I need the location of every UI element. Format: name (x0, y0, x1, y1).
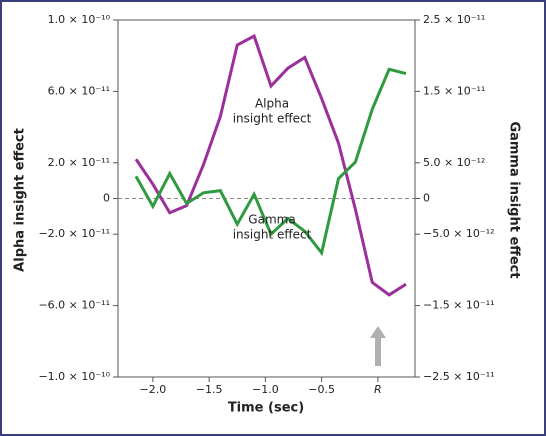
y2-axis-label: Gamma insight effect (507, 121, 522, 278)
y-axis-label: Alpha insight effect (13, 128, 28, 272)
y-tick-label: −1.0 × 10⁻¹⁰ (38, 370, 110, 383)
annotation: insight effect (233, 228, 312, 242)
y-tick-label: 2.0 × 10⁻¹¹ (48, 156, 110, 169)
y-tick-label: 0 (103, 192, 110, 205)
y-tick-label: 6.0 × 10⁻¹¹ (48, 84, 110, 97)
line (134, 33, 407, 297)
y2-tick-label: −5.0 × 10⁻¹² (423, 227, 495, 240)
x-axis-label: Time (sec) (228, 401, 304, 416)
y-tick-label: −6.0 × 10⁻¹¹ (38, 299, 110, 312)
x-tick-label: −0.5 (308, 383, 335, 396)
annotation: Alpha (255, 97, 289, 111)
y-tick-label: 1.0 × 10⁻¹⁰ (48, 13, 111, 26)
y2-tick-label: 5.0 × 10⁻¹² (423, 156, 485, 169)
y2-tick-label: 1.5 × 10⁻¹¹ (423, 84, 485, 97)
y2-tick-label: 0 (423, 192, 430, 205)
y2-tick-label: −1.5 × 10⁻¹¹ (423, 299, 495, 312)
x-tick-label: R (374, 383, 382, 396)
annotation: Gamma (248, 213, 295, 227)
x-tick-label: −1.5 (196, 383, 223, 396)
y2-tick-label: 2.5 × 10⁻¹¹ (423, 13, 485, 26)
line (134, 67, 407, 257)
x-tick-label: −2.0 (140, 383, 167, 396)
annotation: insight effect (233, 112, 312, 126)
arrow (370, 326, 386, 366)
y-tick-label: −2.0 × 10⁻¹¹ (38, 227, 110, 240)
y2-tick-label: −2.5 × 10⁻¹¹ (423, 370, 495, 383)
x-tick-label: −1.0 (252, 383, 279, 396)
